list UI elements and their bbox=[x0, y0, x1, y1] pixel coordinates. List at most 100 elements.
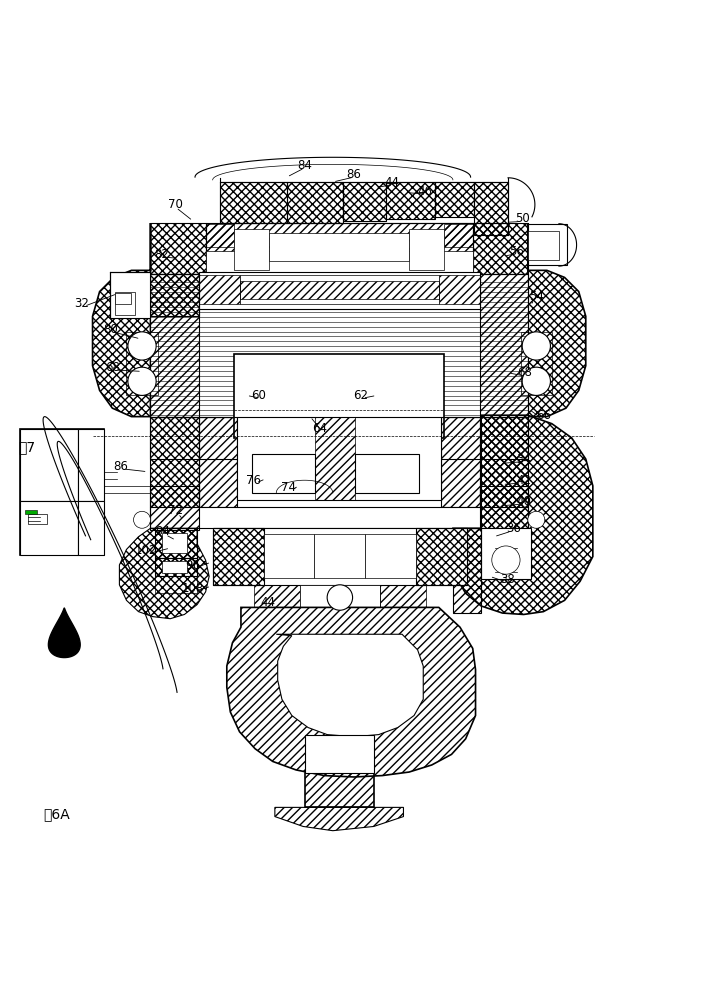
Bar bbox=[155, 528, 197, 558]
Bar bbox=[239, 281, 439, 299]
Text: 96: 96 bbox=[185, 559, 200, 572]
Bar bbox=[151, 274, 198, 417]
Bar bbox=[212, 528, 263, 585]
Text: 80: 80 bbox=[103, 323, 118, 336]
Bar bbox=[445, 224, 473, 247]
Bar bbox=[481, 528, 531, 579]
Bar bbox=[79, 501, 104, 555]
Bar bbox=[155, 576, 197, 593]
Bar bbox=[409, 229, 445, 270]
Text: 图6A: 图6A bbox=[43, 807, 70, 821]
Circle shape bbox=[523, 367, 550, 395]
Bar bbox=[110, 272, 151, 318]
Bar bbox=[234, 229, 269, 270]
Text: 76: 76 bbox=[246, 474, 261, 487]
Circle shape bbox=[327, 585, 353, 610]
Circle shape bbox=[523, 332, 550, 360]
Bar bbox=[127, 332, 158, 395]
Text: 68: 68 bbox=[105, 361, 120, 374]
Bar bbox=[416, 528, 467, 585]
Bar bbox=[435, 182, 474, 217]
Bar bbox=[151, 417, 528, 459]
Text: 82: 82 bbox=[154, 248, 169, 261]
Bar bbox=[473, 223, 528, 274]
Bar bbox=[380, 585, 426, 607]
Bar bbox=[212, 528, 467, 585]
Text: 38: 38 bbox=[501, 573, 515, 586]
Bar bbox=[441, 417, 480, 507]
Bar bbox=[480, 486, 528, 530]
Bar bbox=[205, 251, 473, 274]
Text: 32: 32 bbox=[74, 297, 89, 310]
Bar bbox=[151, 486, 198, 530]
Bar bbox=[386, 182, 435, 219]
Circle shape bbox=[134, 511, 151, 528]
Bar bbox=[304, 773, 374, 807]
Text: 84: 84 bbox=[297, 159, 312, 172]
Text: 56: 56 bbox=[509, 245, 524, 258]
Bar bbox=[528, 224, 566, 265]
Text: 60: 60 bbox=[251, 389, 266, 402]
Bar bbox=[205, 223, 473, 253]
Bar bbox=[237, 417, 441, 500]
Bar bbox=[365, 534, 416, 578]
Bar bbox=[25, 510, 38, 514]
Text: 44: 44 bbox=[384, 176, 399, 189]
Text: 108: 108 bbox=[182, 582, 204, 595]
Text: 62: 62 bbox=[353, 389, 369, 402]
Bar bbox=[453, 528, 481, 613]
Bar bbox=[21, 501, 79, 555]
Bar bbox=[155, 558, 197, 576]
Text: 42: 42 bbox=[516, 474, 531, 487]
Bar bbox=[269, 233, 409, 261]
Bar bbox=[304, 735, 374, 773]
Circle shape bbox=[128, 332, 156, 360]
Bar bbox=[162, 533, 186, 553]
Bar bbox=[151, 507, 528, 528]
Text: 64: 64 bbox=[313, 422, 328, 435]
Text: 50: 50 bbox=[515, 212, 530, 225]
Bar bbox=[234, 354, 445, 438]
Text: 66: 66 bbox=[536, 409, 551, 422]
Text: 74: 74 bbox=[282, 481, 297, 494]
Bar bbox=[343, 182, 386, 221]
Polygon shape bbox=[48, 608, 80, 658]
Text: 72: 72 bbox=[169, 504, 183, 517]
Circle shape bbox=[528, 511, 544, 528]
Bar bbox=[198, 417, 237, 507]
Bar bbox=[299, 585, 380, 607]
Text: 94: 94 bbox=[156, 525, 171, 538]
Text: 54: 54 bbox=[529, 290, 544, 303]
Text: 70: 70 bbox=[169, 198, 183, 211]
Bar bbox=[151, 417, 198, 507]
Bar bbox=[219, 182, 287, 223]
Bar bbox=[198, 275, 239, 304]
Bar bbox=[115, 292, 135, 315]
Text: 86: 86 bbox=[113, 460, 128, 473]
Bar bbox=[315, 417, 355, 500]
Bar bbox=[28, 514, 47, 524]
Bar bbox=[21, 429, 104, 555]
Bar bbox=[253, 585, 299, 607]
Bar bbox=[521, 332, 552, 395]
Text: 46: 46 bbox=[417, 185, 432, 198]
Bar bbox=[239, 275, 439, 304]
Bar bbox=[162, 561, 186, 573]
Text: 44: 44 bbox=[261, 596, 275, 609]
Bar bbox=[151, 274, 198, 316]
Bar bbox=[439, 275, 480, 304]
Polygon shape bbox=[276, 634, 423, 737]
Bar bbox=[251, 454, 315, 493]
Bar bbox=[355, 454, 419, 493]
Bar bbox=[314, 534, 365, 578]
Bar bbox=[263, 534, 314, 578]
Text: 68: 68 bbox=[518, 366, 532, 379]
Bar bbox=[480, 274, 528, 417]
Text: 86: 86 bbox=[346, 168, 362, 181]
Bar bbox=[205, 224, 234, 247]
Bar bbox=[21, 429, 79, 501]
Text: 34: 34 bbox=[516, 453, 531, 466]
Bar bbox=[115, 293, 131, 304]
Circle shape bbox=[128, 367, 156, 395]
Bar bbox=[474, 182, 508, 235]
